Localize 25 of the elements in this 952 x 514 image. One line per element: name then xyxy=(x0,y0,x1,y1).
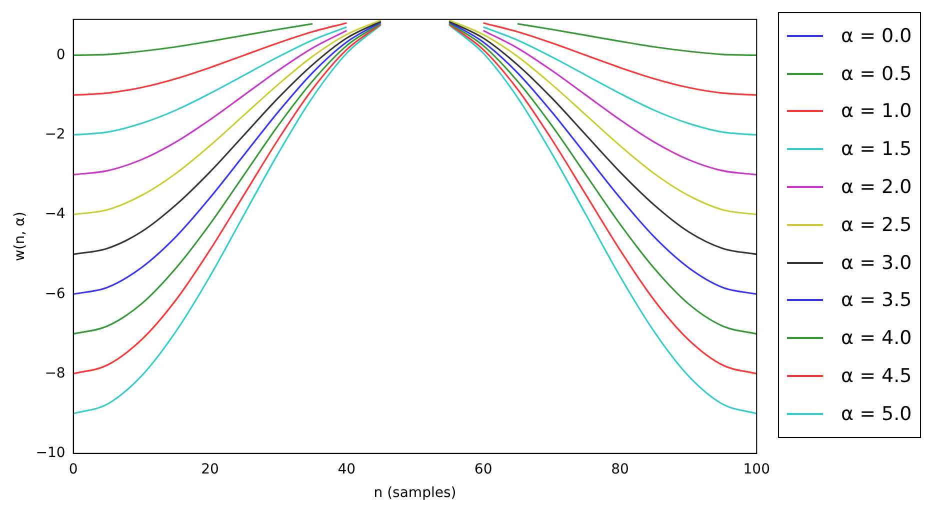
x-tick-label: 100 xyxy=(743,461,770,478)
legend-label: α = 3.0 xyxy=(841,252,912,274)
x-tick-label: 80 xyxy=(611,461,629,478)
legend-label: α = 1.5 xyxy=(841,138,912,160)
x-tick-label: 0 xyxy=(68,461,78,478)
y-tick-label: −10 xyxy=(36,445,66,462)
legend-label: α = 0.5 xyxy=(841,62,912,85)
y-tick-label: −4 xyxy=(44,206,66,222)
legend-label: α = 3.5 xyxy=(841,289,912,312)
legend-label: α = 5.0 xyxy=(841,402,912,425)
x-axis-title: n (samples) xyxy=(374,485,456,502)
y-axis-title: w(n, α) xyxy=(12,212,28,262)
legend-label: α = 2.0 xyxy=(841,176,912,198)
y-tick-label: 0 xyxy=(56,46,66,63)
legend-label: α = 0.0 xyxy=(841,24,912,47)
legend-label: α = 4.0 xyxy=(841,327,912,350)
x-tick-label: 40 xyxy=(338,461,356,478)
legend-label: α = 2.5 xyxy=(841,214,912,236)
y-tick-label: −6 xyxy=(44,286,66,302)
y-tick-label: −8 xyxy=(44,365,66,382)
y-tick-label: −2 xyxy=(44,126,66,143)
x-tick-label: 20 xyxy=(201,461,219,478)
x-tick-label: 60 xyxy=(474,461,492,478)
legend-label: α = 4.5 xyxy=(841,365,912,388)
legend-label: α = 1.0 xyxy=(841,100,912,122)
